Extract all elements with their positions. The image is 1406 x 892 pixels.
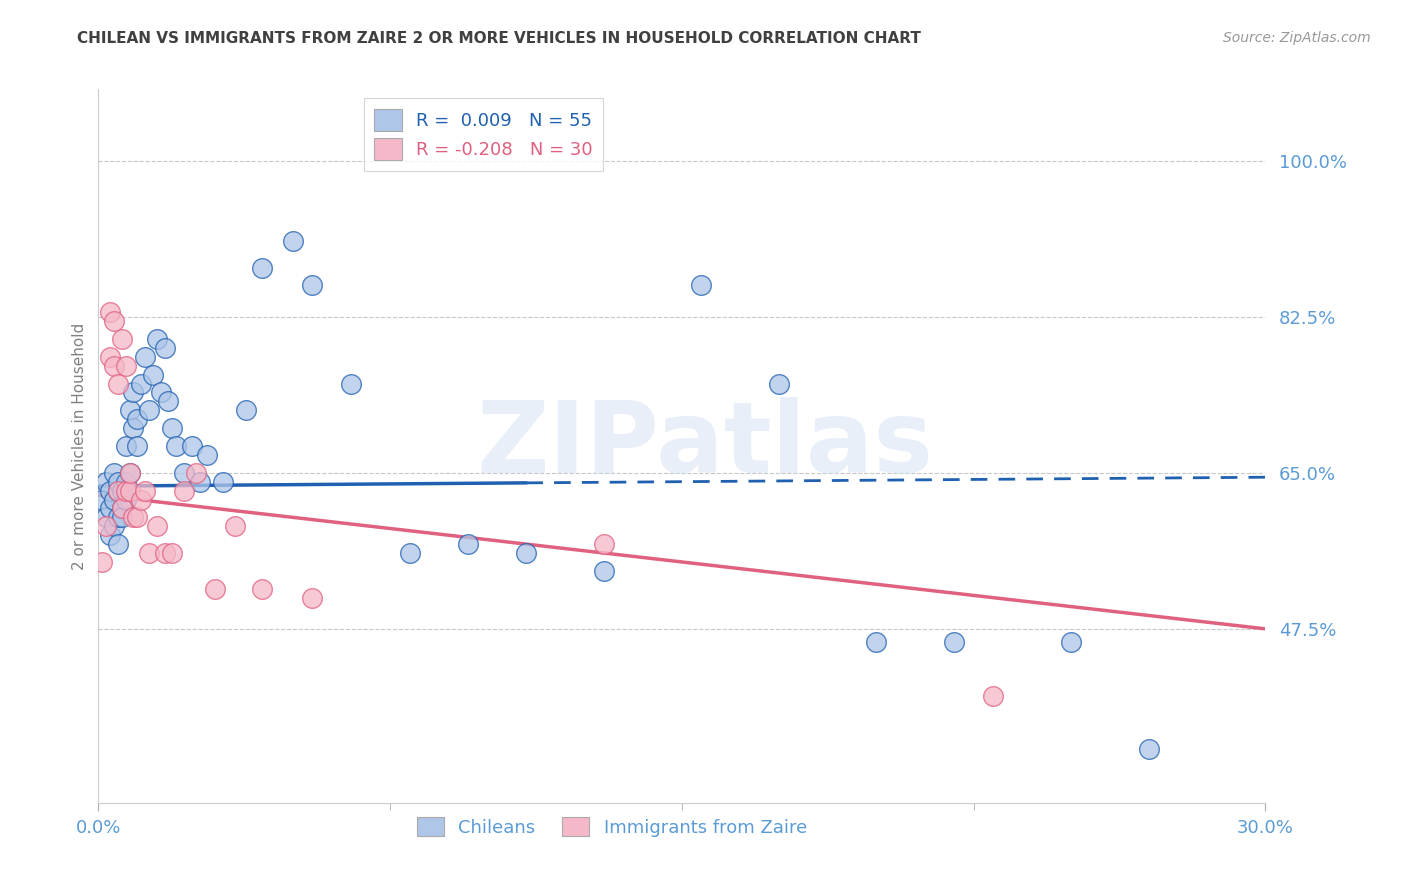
Point xyxy=(281,234,304,248)
Point xyxy=(103,466,125,480)
Point xyxy=(153,546,176,560)
Point xyxy=(165,439,187,453)
Point xyxy=(593,564,616,578)
Point xyxy=(1137,742,1160,756)
Point xyxy=(91,555,114,569)
Point xyxy=(134,483,156,498)
Point xyxy=(301,278,323,293)
Text: Source: ZipAtlas.com: Source: ZipAtlas.com xyxy=(1223,31,1371,45)
Point xyxy=(162,546,184,560)
Point xyxy=(118,483,141,498)
Point xyxy=(114,439,136,453)
Point xyxy=(212,475,235,489)
Point xyxy=(129,492,152,507)
Point xyxy=(103,492,125,507)
Point xyxy=(173,466,195,480)
Point xyxy=(1060,635,1083,649)
Point xyxy=(153,341,176,355)
Point xyxy=(98,305,121,319)
Point xyxy=(98,501,121,516)
Point xyxy=(96,475,118,489)
Point xyxy=(98,350,121,364)
Point xyxy=(96,510,118,524)
Point xyxy=(138,403,160,417)
Point xyxy=(142,368,165,382)
Point xyxy=(111,510,134,524)
Point xyxy=(301,591,323,605)
Point xyxy=(146,332,169,346)
Point xyxy=(122,510,145,524)
Point xyxy=(98,528,121,542)
Point xyxy=(103,314,125,328)
Point xyxy=(340,376,363,391)
Point xyxy=(457,537,479,551)
Point xyxy=(111,332,134,346)
Point xyxy=(103,519,125,533)
Point xyxy=(103,359,125,373)
Point xyxy=(250,582,273,596)
Point xyxy=(111,483,134,498)
Point xyxy=(690,278,713,293)
Point xyxy=(195,448,218,462)
Point xyxy=(107,475,129,489)
Point xyxy=(122,385,145,400)
Point xyxy=(129,376,152,391)
Point xyxy=(118,466,141,480)
Point xyxy=(768,376,790,391)
Point xyxy=(134,350,156,364)
Point xyxy=(149,385,172,400)
Point xyxy=(250,260,273,275)
Y-axis label: 2 or more Vehicles in Household: 2 or more Vehicles in Household xyxy=(72,322,87,570)
Point xyxy=(162,421,184,435)
Point xyxy=(865,635,887,649)
Point xyxy=(188,475,211,489)
Point xyxy=(107,537,129,551)
Point xyxy=(127,510,149,524)
Point xyxy=(114,475,136,489)
Text: ZIPatlas: ZIPatlas xyxy=(477,398,934,494)
Point xyxy=(107,483,129,498)
Point xyxy=(91,492,114,507)
Point xyxy=(398,546,420,560)
Point xyxy=(157,394,180,409)
Point xyxy=(111,501,134,516)
Point xyxy=(114,492,136,507)
Point xyxy=(118,403,141,417)
Point xyxy=(96,519,118,533)
Point xyxy=(114,359,136,373)
Point xyxy=(107,510,129,524)
Point xyxy=(122,421,145,435)
Point xyxy=(127,439,149,453)
Point xyxy=(127,412,149,426)
Point xyxy=(107,483,129,498)
Point xyxy=(107,376,129,391)
Point xyxy=(943,635,966,649)
Point xyxy=(981,689,1004,703)
Point xyxy=(224,519,246,533)
Point xyxy=(173,483,195,498)
Point xyxy=(515,546,537,560)
Point xyxy=(184,466,207,480)
Point xyxy=(111,501,134,516)
Point xyxy=(235,403,257,417)
Point xyxy=(98,483,121,498)
Point xyxy=(138,546,160,560)
Point xyxy=(204,582,226,596)
Point xyxy=(180,439,202,453)
Legend: Chileans, Immigrants from Zaire: Chileans, Immigrants from Zaire xyxy=(409,810,814,844)
Point xyxy=(114,483,136,498)
Text: CHILEAN VS IMMIGRANTS FROM ZAIRE 2 OR MORE VEHICLES IN HOUSEHOLD CORRELATION CHA: CHILEAN VS IMMIGRANTS FROM ZAIRE 2 OR MO… xyxy=(77,31,921,46)
Point xyxy=(593,537,616,551)
Point xyxy=(118,466,141,480)
Point xyxy=(146,519,169,533)
